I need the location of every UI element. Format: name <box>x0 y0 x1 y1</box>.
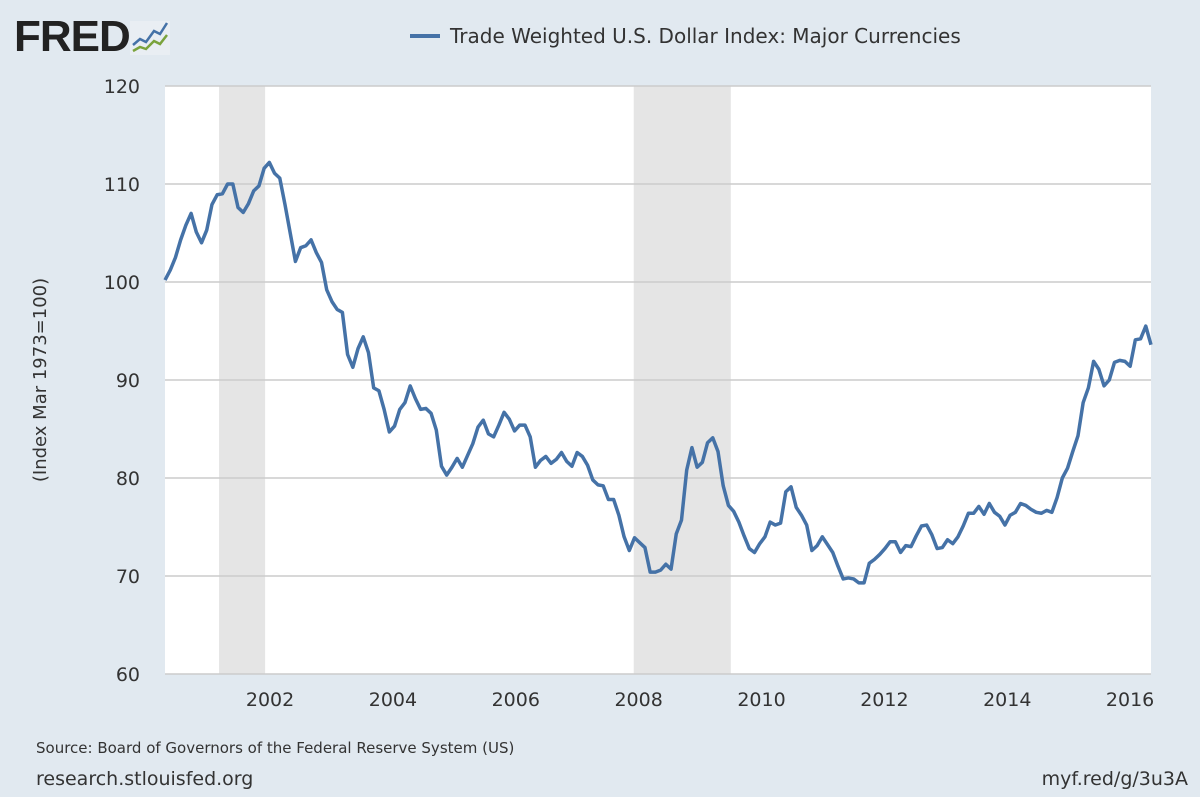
x-tick-label: 2012 <box>860 689 908 711</box>
x-tick-label: 2006 <box>492 689 540 711</box>
x-tick-label: 2016 <box>1106 689 1154 711</box>
logo-chart-icon <box>129 21 170 55</box>
y-tick-label: 60 <box>116 664 140 686</box>
x-tick-label: 2014 <box>983 689 1031 711</box>
fred-logo[interactable]: FRED <box>14 12 170 62</box>
x-tick-label: 2004 <box>369 689 417 711</box>
y-axis-label: (Index Mar 1973=100) <box>30 278 51 482</box>
y-tick-label: 100 <box>104 272 140 294</box>
y-tick-label: 120 <box>104 76 140 98</box>
site-link[interactable]: research.stlouisfed.org <box>36 768 254 790</box>
short-link[interactable]: myf.red/g/3u3A <box>1041 768 1188 790</box>
y-tick-label: 110 <box>104 174 140 196</box>
y-tick-label: 70 <box>116 566 140 588</box>
y-tick-label: 80 <box>116 468 140 490</box>
source-note: Source: Board of Governors of the Federa… <box>36 739 515 757</box>
y-tick-label: 90 <box>116 370 140 392</box>
x-tick-label: 2008 <box>614 689 662 711</box>
legend-label: Trade Weighted U.S. Dollar Index: Major … <box>450 24 961 48</box>
x-tick-label: 2002 <box>246 689 294 711</box>
series-line <box>163 160 1153 585</box>
legend-swatch <box>410 34 440 38</box>
legend: Trade Weighted U.S. Dollar Index: Major … <box>410 24 961 48</box>
logo-text: FRED <box>14 12 131 61</box>
x-tick-label: 2010 <box>737 689 785 711</box>
